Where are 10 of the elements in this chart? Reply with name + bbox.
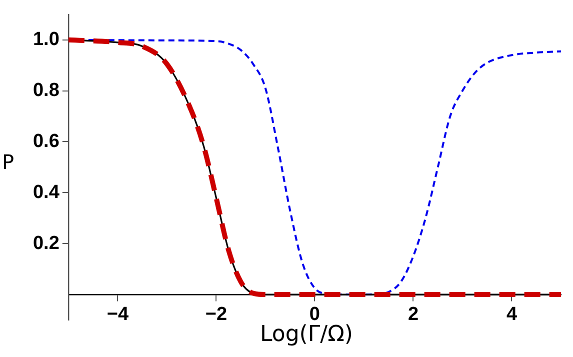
y-tick-label: 0.6	[32, 130, 60, 152]
x-tick-label: 2	[408, 304, 419, 326]
y-axis-title: P	[2, 150, 14, 174]
x-tick-label: 4	[506, 304, 518, 326]
x-tick-label: −4	[106, 304, 129, 326]
y-tick-label: 0.8	[32, 80, 60, 102]
y-tick-label: 1.0	[32, 29, 60, 50]
x-tick-label: −2	[205, 304, 228, 326]
y-tick-label: 0.4	[32, 182, 60, 203]
y-tick-label: 0.2	[32, 232, 60, 254]
